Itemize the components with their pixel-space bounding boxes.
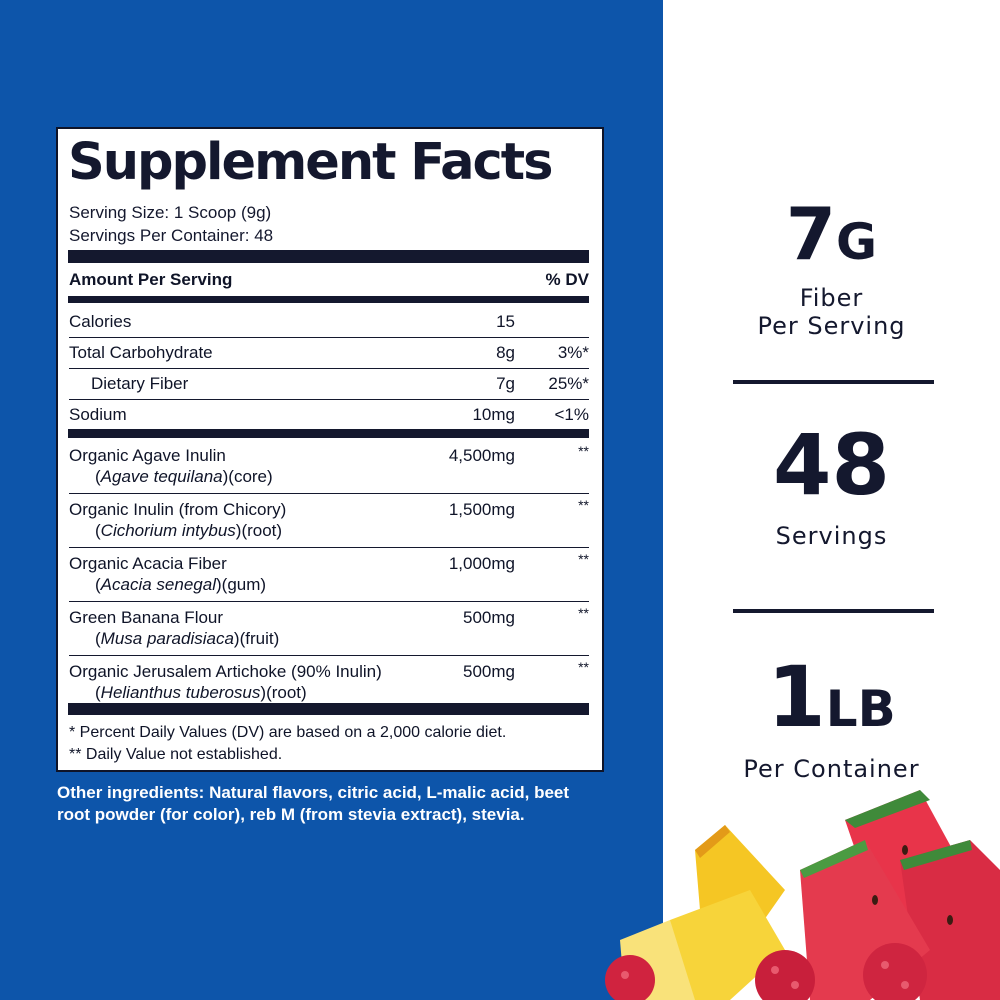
stat-unit: LB xyxy=(825,680,896,738)
nutrient-label: Total Carbohydrate xyxy=(69,343,213,362)
scientific-name: Musa paradisiaca xyxy=(100,629,234,648)
nutrient-dv: <1% xyxy=(554,405,590,424)
nutrient-amount: 7g xyxy=(496,374,515,393)
stat-number: 7 xyxy=(785,192,837,276)
ingredient-amount: 4,500mg xyxy=(448,446,515,465)
dv-not-established-footnote: ** Daily Value not established. xyxy=(69,746,283,763)
plant-part: (fruit) xyxy=(239,629,280,648)
ingredient-dv: ** xyxy=(578,443,589,459)
stat-number: 1 xyxy=(767,648,826,746)
ingredient-name: Organic Acacia Fiber xyxy=(69,554,227,573)
medium-rule xyxy=(68,296,589,303)
raspberry xyxy=(755,950,815,1000)
ingredient-source: (Helianthus tuberosus)(root) xyxy=(95,683,307,702)
ingredient-name: Green Banana Flour xyxy=(69,608,224,627)
scientific-name: Cichorium intybus xyxy=(100,521,236,540)
plant-part: (root) xyxy=(266,683,307,702)
servings-per-container: Servings Per Container: 48 xyxy=(69,226,274,245)
serving-size: Serving Size: 1 Scoop (9g) xyxy=(69,203,272,222)
dv-header: % DV xyxy=(545,270,589,289)
plant-part: (root) xyxy=(241,521,283,540)
nutrient-row-carbohydrate: Total Carbohydrate 8g 3%* xyxy=(69,338,589,369)
fiber-stat-label: Fiber Per Serving xyxy=(663,284,1000,340)
ingredient-row: Green Banana Flour (Musa paradisiaca)(fr… xyxy=(69,603,589,656)
ingredient-dv: ** xyxy=(578,659,589,675)
ingredient-source: (Acacia senegal)(gum) xyxy=(95,575,267,594)
ingredient-amount: 1,000mg xyxy=(448,554,515,573)
stat-label-line: Fiber xyxy=(799,284,864,312)
weight-stat-label: Per Container xyxy=(663,755,1000,783)
stat-number: 48 xyxy=(773,416,890,514)
thick-rule xyxy=(68,703,589,715)
nutrient-dv: 3%* xyxy=(557,343,589,362)
ingredient-amount: 500mg xyxy=(463,608,515,627)
other-ingredients-text: Other ingredients: Natural flavors, citr… xyxy=(57,783,570,824)
ingredient-row: Organic Agave Inulin (Agave tequilana)(c… xyxy=(69,441,589,494)
ingredient-dv: ** xyxy=(578,605,589,621)
ingredient-row: Organic Acacia Fiber (Acacia senegal)(gu… xyxy=(69,549,589,602)
dv-footnote: * Percent Daily Values (DV) are based on… xyxy=(69,724,507,741)
stat-label-line: Per Serving xyxy=(757,312,906,340)
amount-per-serving-header: Amount Per Serving xyxy=(69,270,233,289)
raspberry xyxy=(605,955,655,1000)
supplement-facts-label: Supplement Facts Serving Size: 1 Scoop (… xyxy=(56,127,604,772)
scientific-name: Helianthus tuberosus xyxy=(100,683,261,702)
ingredient-name: Organic Agave Inulin xyxy=(69,446,226,465)
scientific-name: Acacia senegal xyxy=(100,575,216,594)
ingredient-dv: ** xyxy=(578,497,589,513)
plant-part: (gum) xyxy=(221,575,267,594)
scientific-name: Agave tequilana xyxy=(100,467,223,486)
stat-divider xyxy=(733,609,934,613)
fiber-stat-value: 7G xyxy=(663,192,1000,276)
stat-label-line: Servings xyxy=(775,522,888,550)
ingredient-dv: ** xyxy=(578,551,589,567)
amount-header-row: Amount Per Serving % DV xyxy=(69,270,589,294)
ingredient-row: Organic Jerusalem Artichoke (90% Inulin)… xyxy=(69,657,589,703)
servings-stat-value: 48 xyxy=(663,416,1000,514)
ingredient-name: Organic Jerusalem Artichoke (90% Inulin) xyxy=(69,662,382,681)
servings-stat-label: Servings xyxy=(663,522,1000,550)
ingredient-amount: 1,500mg xyxy=(448,500,515,519)
facts-title: Supplement Facts xyxy=(68,133,554,192)
nutrient-row-fiber: Dietary Fiber 7g 25%* xyxy=(69,369,589,400)
nutrient-label: Sodium xyxy=(69,405,127,424)
stat-label-line: Per Container xyxy=(743,755,920,783)
nutrient-amount: 8g xyxy=(496,343,515,362)
raspberry xyxy=(863,943,927,1000)
nutrient-row-sodium: Sodium 10mg <1% xyxy=(69,400,589,431)
thick-rule xyxy=(68,250,589,263)
fruit-illustration xyxy=(605,790,1000,1000)
nutrient-amount: 10mg xyxy=(472,405,515,424)
ingredient-source: (Musa paradisiaca)(fruit) xyxy=(95,629,280,648)
ingredient-source: (Cichorium intybus)(root) xyxy=(95,521,283,540)
ingredient-amount: 500mg xyxy=(463,662,515,681)
ingredient-source: (Agave tequilana)(core) xyxy=(95,467,273,486)
nutrient-label: Calories xyxy=(69,312,132,331)
stat-divider xyxy=(733,380,934,384)
nutrient-dv: 25%* xyxy=(548,374,589,393)
nutrient-amount: 15 xyxy=(496,312,515,331)
ingredient-row: Organic Inulin (from Chicory) (Cichorium… xyxy=(69,495,589,548)
thick-rule xyxy=(68,429,589,438)
nutrient-label: Dietary Fiber xyxy=(91,374,189,393)
ingredient-name: Organic Inulin (from Chicory) xyxy=(69,500,287,519)
nutrient-row-calories: Calories 15 xyxy=(69,307,589,338)
stat-unit: G xyxy=(836,213,878,271)
plant-part: (core) xyxy=(228,467,273,486)
weight-stat-value: 1LB xyxy=(663,648,1000,746)
